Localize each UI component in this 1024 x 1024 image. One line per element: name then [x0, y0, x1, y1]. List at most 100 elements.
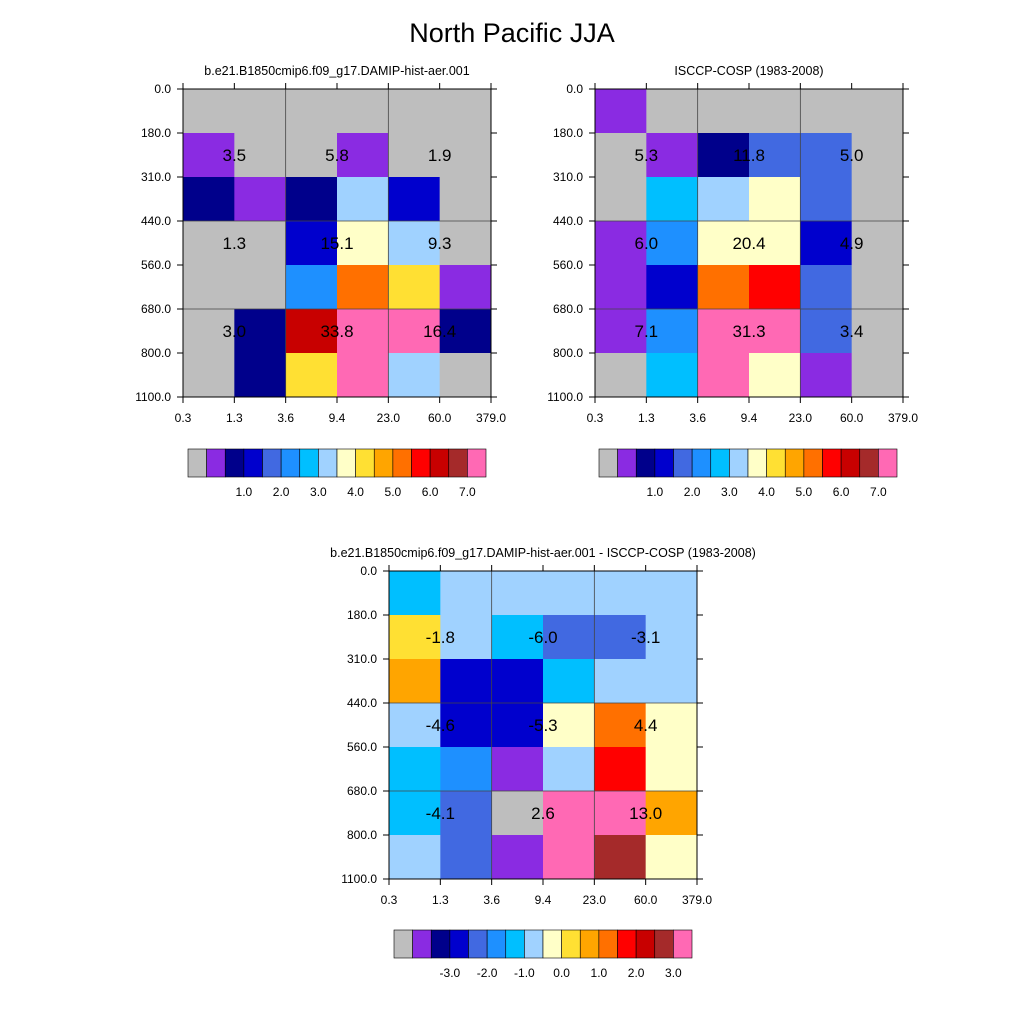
heatmap-cell	[183, 265, 235, 310]
x-tick-label: 23.0	[377, 411, 401, 425]
x-tick-label: 1.3	[638, 411, 655, 425]
panel-title: b.e21.B1850cmip6.f09_g17.DAMIP-hist-aer.…	[204, 64, 469, 78]
cell-value-label: 5.0	[840, 146, 864, 165]
heatmap-cell	[595, 309, 647, 354]
heatmap-cell	[645, 615, 698, 660]
y-tick-label: 1100.0	[135, 390, 171, 404]
heatmap-cell	[800, 133, 853, 178]
cell-value-label: -4.6	[426, 716, 455, 735]
colorbar-label: 4.0	[347, 485, 364, 499]
heatmap-cell	[646, 309, 699, 354]
y-tick-label: 560.0	[347, 740, 377, 754]
heatmap-cell	[183, 353, 235, 398]
heatmap-cell	[697, 177, 750, 222]
y-tick-label: 1100.0	[547, 390, 583, 404]
heatmap-cell	[543, 615, 595, 660]
heatmap-cell	[851, 133, 904, 178]
cell-value-label: 5.3	[635, 146, 659, 165]
heatmap-cell	[440, 615, 493, 660]
colorbar-label: 3.0	[310, 485, 327, 499]
colorbar-label: 6.0	[833, 485, 850, 499]
heatmap-cell	[337, 353, 389, 398]
heatmap-cell	[595, 221, 647, 266]
heatmap-cell	[234, 89, 287, 134]
y-tick-label: 800.0	[553, 346, 583, 360]
heatmap-cell	[491, 747, 544, 792]
heatmap-cell	[439, 353, 492, 398]
y-tick-label: 680.0	[347, 784, 377, 798]
x-tick-label: 0.3	[175, 411, 192, 425]
heatmap-cell	[440, 703, 493, 748]
colorbar-swatch	[859, 448, 879, 478]
heatmap-cell	[389, 571, 441, 616]
heatmap-cell	[234, 221, 287, 266]
x-tick-label: 23.0	[789, 411, 813, 425]
y-tick-label: 310.0	[141, 170, 171, 184]
colorbar-swatch	[187, 448, 207, 478]
colorbar-swatch	[710, 448, 730, 478]
heatmap-cell	[285, 177, 338, 222]
heatmap-cell	[749, 353, 801, 398]
heatmap-cell	[851, 177, 904, 222]
x-tick-label: 9.4	[741, 411, 758, 425]
cell-value-label: 4.9	[840, 234, 864, 253]
heatmap-cell	[543, 791, 595, 836]
heatmap-cell	[800, 177, 853, 222]
heatmap-cell	[491, 659, 544, 704]
cell-value-label: 20.4	[732, 234, 765, 253]
cell-value-label: -4.1	[426, 804, 455, 823]
heatmap-cell	[749, 177, 801, 222]
colorbar-label: 4.0	[758, 485, 775, 499]
colorbar-swatch	[280, 448, 301, 478]
heatmap-cell	[697, 265, 750, 310]
heatmap-cell	[851, 89, 904, 134]
heatmap-cell	[749, 133, 801, 178]
cell-value-label: 9.3	[428, 234, 452, 253]
heatmap-cell	[749, 265, 801, 310]
heatmap-cell	[337, 309, 389, 354]
colorbar-label: 2.0	[684, 485, 701, 499]
heatmap-cell	[543, 659, 595, 704]
heatmap-cell	[595, 177, 647, 222]
colorbar-swatch	[299, 448, 319, 478]
heatmap-panel-1: b.e21.B1850cmip6.f09_g17.DAMIP-hist-aer.…	[135, 64, 506, 499]
y-tick-label: 440.0	[347, 696, 377, 710]
heatmap-cell	[594, 747, 647, 792]
heatmap-cell	[697, 133, 750, 178]
colorbar-swatch	[486, 929, 507, 959]
colorbar-swatch	[224, 448, 245, 478]
heatmap-panel-3: b.e21.B1850cmip6.f09_g17.DAMIP-hist-aer.…	[330, 546, 756, 980]
cell-value-label: 1.3	[223, 234, 247, 253]
heatmap-cell	[388, 265, 441, 310]
colorbar-label: 7.0	[459, 485, 476, 499]
cell-value-label: 16.4	[423, 322, 456, 341]
colorbar-label: 3.0	[721, 485, 738, 499]
x-tick-label: 9.4	[535, 893, 552, 907]
colorbar-label: 6.0	[422, 485, 439, 499]
cell-value-label: 31.3	[732, 322, 765, 341]
colorbar-swatch	[784, 448, 805, 478]
colorbar-label: -1.0	[514, 966, 535, 980]
colorbar-label: -2.0	[477, 966, 498, 980]
x-tick-label: 60.0	[634, 893, 658, 907]
heatmap-cell	[491, 615, 544, 660]
heatmap-cell	[645, 791, 698, 836]
panel-title: ISCCP-COSP (1983-2008)	[674, 64, 823, 78]
heatmap-cell	[800, 221, 853, 266]
heatmap-cell	[439, 221, 492, 266]
cell-value-label: 4.4	[634, 716, 658, 735]
heatmap-cell	[388, 177, 441, 222]
heatmap-cell	[646, 221, 699, 266]
colorbar-swatch	[803, 448, 823, 478]
heatmap-cell	[749, 89, 801, 134]
y-tick-label: 0.0	[360, 564, 377, 578]
colorbar-label: 7.0	[870, 485, 887, 499]
colorbar-swatch	[579, 929, 600, 959]
heatmap-cell	[594, 835, 647, 880]
colorbar-swatch	[467, 448, 487, 478]
colorbar-label: 5.0	[796, 485, 813, 499]
x-tick-label: 379.0	[682, 893, 712, 907]
heatmap-cell	[183, 309, 235, 354]
x-tick-label: 0.3	[381, 893, 398, 907]
